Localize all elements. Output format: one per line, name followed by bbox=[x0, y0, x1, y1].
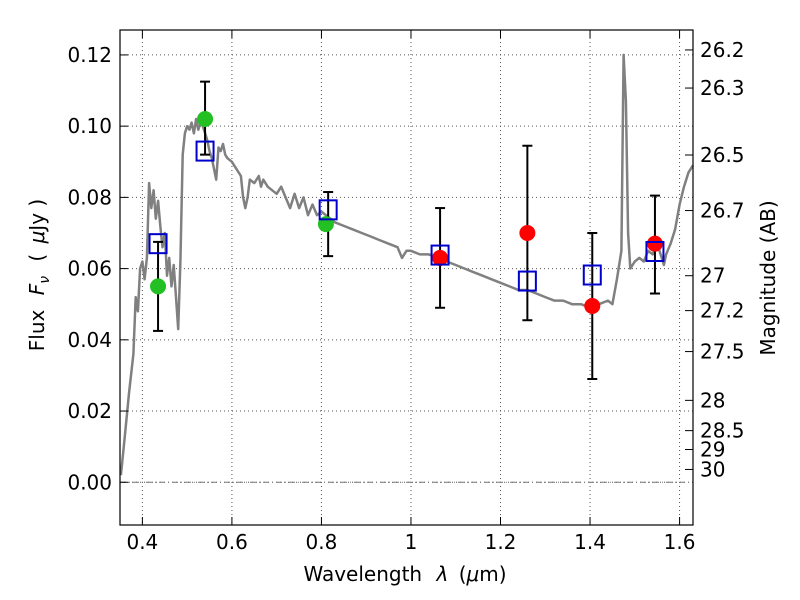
x-tick-label: 0.4 bbox=[126, 530, 158, 554]
magnitude-tick-label: 29 bbox=[700, 438, 725, 462]
y2-axis-title: Magnitude (AB) bbox=[756, 200, 780, 355]
model-photometry-square bbox=[195, 140, 215, 162]
y-axis-title-unit-mu: μ bbox=[25, 231, 49, 245]
magnitude-tick-label: 26.7 bbox=[700, 199, 745, 223]
x-axis-title-symbol: λ bbox=[435, 562, 448, 586]
magnitude-tick-label: 28.5 bbox=[700, 419, 745, 443]
grid bbox=[120, 30, 693, 525]
x-tick-label: 1.2 bbox=[485, 530, 517, 554]
model-photometry-square bbox=[645, 241, 665, 263]
y-axis-title-unit-open: ( bbox=[25, 254, 49, 262]
x-axis-title-main: Wavelength bbox=[303, 562, 422, 586]
model-sed-line bbox=[119, 53, 695, 476]
x-tick-label: 1.6 bbox=[664, 530, 696, 554]
x-axis-title: Wavelength λ (μm) bbox=[303, 562, 506, 586]
x-axis-title-unit-rest: m) bbox=[479, 562, 506, 586]
magnitude-tick-label: 27.2 bbox=[700, 299, 745, 323]
y-tick-label: 0.08 bbox=[67, 185, 112, 209]
y-axis-title-subscript: ν bbox=[37, 276, 53, 284]
observed-flux-point bbox=[197, 111, 214, 128]
model-photometry-square bbox=[148, 233, 168, 255]
y-axis-title: Flux Fν ( μJy ) bbox=[25, 199, 54, 351]
model-photometry-square bbox=[582, 264, 602, 286]
y-tick-label: 0.02 bbox=[67, 399, 112, 423]
magnitude-tick-label: 26.3 bbox=[700, 76, 745, 100]
magnitude-tick-label: 27.5 bbox=[700, 340, 745, 364]
x-axis-title-unit-open: ( bbox=[459, 562, 467, 586]
magnitude-tick-label: 26.2 bbox=[700, 38, 745, 62]
observed-flux-point bbox=[584, 297, 601, 314]
y-tick-label: 0.12 bbox=[67, 43, 112, 67]
error-bars bbox=[153, 80, 660, 380]
plot-frame bbox=[119, 29, 694, 526]
y-tick-label: 0.06 bbox=[67, 257, 112, 281]
x-axis-title-unit-mu: μ bbox=[466, 562, 480, 586]
y-tick-label: 0.10 bbox=[67, 114, 112, 138]
y-tick-label: 0.04 bbox=[67, 328, 112, 352]
observed-flux-point bbox=[646, 235, 663, 252]
x-tick-label: 1.4 bbox=[574, 530, 606, 554]
magnitude-tick-label: 27 bbox=[700, 264, 725, 288]
y-tick-label: 0.00 bbox=[67, 470, 112, 494]
x-tick-label: 1 bbox=[405, 530, 418, 554]
model-photometry-square bbox=[517, 270, 537, 292]
magnitude-tick-label: 26.5 bbox=[700, 143, 745, 167]
observed-flux-point bbox=[519, 224, 536, 241]
y-axis-title-main: Flux bbox=[25, 309, 49, 351]
x-tick-label: 0.8 bbox=[306, 530, 338, 554]
y-axis-title-symbol: F bbox=[25, 283, 49, 295]
x-tick-label: 0.6 bbox=[216, 530, 248, 554]
observed-flux-point bbox=[150, 278, 167, 295]
magnitude-tick-label: 28 bbox=[700, 388, 725, 412]
axis-ticks: 0.4 0.6 0.8 1 1.2 1.4 1.6 0.00 0.02 0.04 0.06 0.08 0… bbox=[67, 30, 745, 554]
magnitude-tick-label: 30 bbox=[700, 457, 725, 481]
model-photometry-square bbox=[430, 244, 450, 266]
model-photometry-square bbox=[318, 199, 338, 221]
observed-flux-point bbox=[432, 249, 449, 266]
y-axis-title-unit-rest: Jy ) bbox=[25, 199, 49, 233]
model-photometry-squares bbox=[148, 140, 665, 292]
